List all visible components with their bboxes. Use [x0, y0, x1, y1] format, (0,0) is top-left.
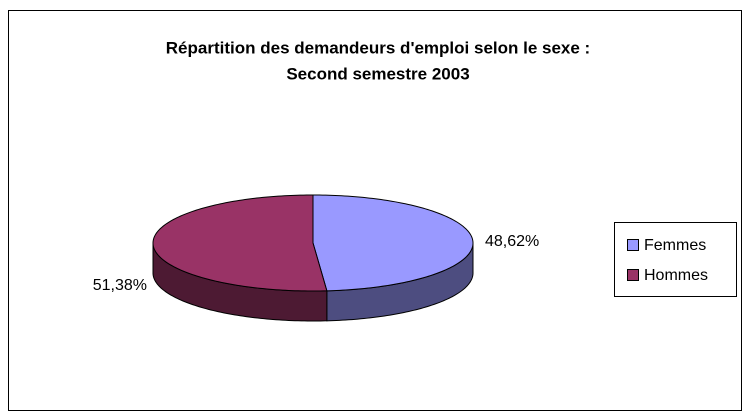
- legend-swatch: [627, 239, 639, 251]
- data-label: 48,62%: [485, 233, 539, 250]
- data-label: 51,38%: [93, 277, 147, 294]
- legend-label: Hommes: [644, 267, 708, 284]
- pie-slice: [312, 194, 474, 292]
- legend-label: Femmes: [644, 237, 706, 254]
- chart-title: Répartition des demandeurs d'emploi selo…: [166, 38, 590, 57]
- chart-subtitle: Second semestre 2003: [286, 64, 469, 83]
- legend-swatch: [627, 269, 639, 281]
- legend-box: [614, 222, 737, 297]
- pie-slice: [152, 194, 328, 292]
